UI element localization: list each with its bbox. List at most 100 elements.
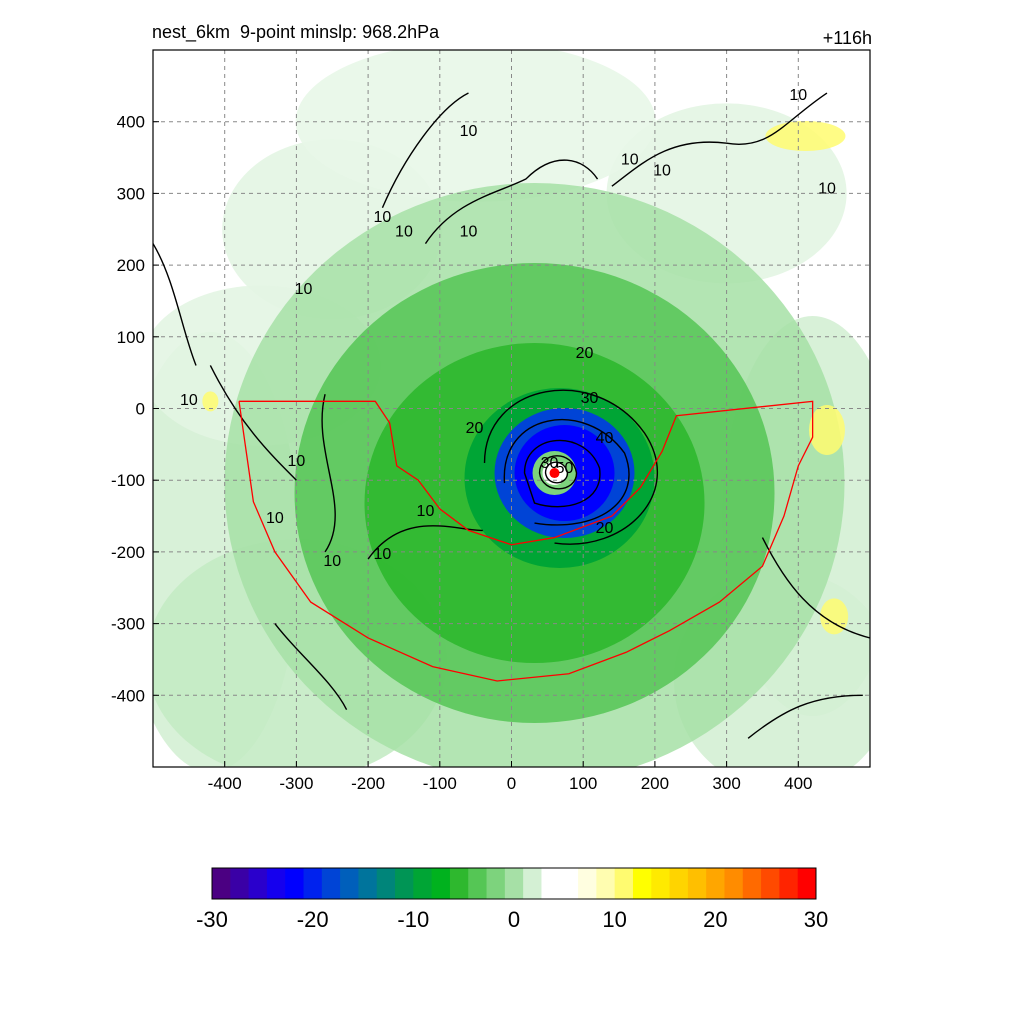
colorbar-swatch [706,868,725,899]
colorbar-swatch [669,868,689,899]
y-tick-label: 400 [117,113,145,132]
contour-line [209,365,297,481]
x-tick-label: -100 [423,774,457,793]
y-tick-label: 0 [136,400,145,419]
colorbar-swatch [376,868,396,899]
contour-line [367,525,483,560]
colorbar-swatch [340,868,359,899]
colorbar-swatch [449,868,469,899]
colorbar-border [211,867,817,900]
contour-line [503,418,630,526]
colorbar-swatch [614,868,634,899]
colorbar-swatch [761,868,780,899]
contour-label: 10 [789,87,807,104]
contour-line [153,243,197,366]
y-tick-label: -100 [111,471,145,490]
contour-label: 50 [556,460,574,477]
contour-line [483,389,658,545]
colorbar-tick-label: 0 [508,907,520,932]
colorbar-swatch [303,868,323,899]
y-tick-label: 300 [117,184,145,203]
contour-label: 10 [180,392,198,409]
y-tick-label: -200 [111,543,145,562]
contour-line [424,159,599,244]
contour-label: 10 [266,510,284,527]
contour-label: 10 [818,180,836,197]
positive-patch [820,598,849,635]
contour-label: 10 [621,152,639,169]
contour-line [611,92,828,187]
colorbar-swatch [742,868,762,899]
y-tick-labels: 400 300 200 100 0 -100 -200 -300 -400 [111,113,159,705]
colorbar-swatch [266,868,286,899]
colorbar-tick-label: 30 [804,907,828,932]
y-tick-label: -300 [111,615,145,634]
colorbar-swatch [632,868,652,899]
colorbar-tick-label: -30 [196,907,228,932]
colorbar-swatch [504,868,524,899]
contour-label: 10 [374,546,392,563]
x-tick-label: -400 [208,774,242,793]
colorbar-swatch [486,868,506,899]
contour-line [321,393,336,553]
contour-line [381,92,469,209]
contour-label: 20 [466,420,484,437]
y-tick-label: -400 [111,686,145,705]
colorbar-swatch [779,868,799,899]
colorbar-swatch [468,868,488,899]
colorbar-swatch [321,868,341,899]
colorbar-swatch [724,868,744,899]
region-outline [238,400,814,682]
contour-line [274,623,348,710]
contour-label: 10 [295,281,313,298]
colorbar-swatch [578,868,597,899]
contour-label: 40 [596,430,614,447]
contour-label: 30 [581,390,599,407]
region-outline-path [238,400,814,682]
contour-label: 10 [323,553,341,570]
colorbar-swatch [541,868,561,899]
colorbar-tick-label: 10 [602,907,626,932]
contour-line [538,455,578,490]
storm-center-marker [549,468,560,479]
colorbar-swatch [651,868,671,899]
x-tick-label: -200 [351,774,385,793]
contour-line [747,694,863,739]
colorbar-swatch [559,868,579,899]
x-tick-labels: -400 -300 -200 -100 0 100 200 300 400 [208,761,812,793]
contour-label: 30 [541,455,559,472]
contour-label: 10 [460,223,478,240]
contour-label: 10 [653,162,671,179]
colorbar-tick-label: -10 [397,907,429,932]
colorbar-swatch [413,868,433,899]
colorbar-swatch [523,868,542,899]
colorbar-swatch [248,868,268,899]
field-patch [295,50,656,202]
colorbar-swatch [797,868,817,899]
contour-label: 20 [576,345,594,362]
contour-label: 20 [596,520,614,537]
contour-label: 10 [374,209,392,226]
contour-label: 10 [288,453,306,470]
colorbar-swatch [358,868,378,899]
positive-patch [202,391,219,412]
x-tick-label: 200 [641,774,669,793]
contour-line [544,461,569,484]
colorbar-swatch [431,868,451,899]
colorbar-tick-label: -20 [297,907,329,932]
x-tick-label: 0 [507,774,516,793]
x-tick-label: 400 [784,774,812,793]
contour-label: 10 [395,223,413,240]
colorbar-swatch [687,868,707,899]
x-tick-label: 300 [712,774,740,793]
contour-label: 10 [417,503,435,520]
colorbar-swatch [596,868,616,899]
colorbar: -30 -20 -10 0 10 20 30 [196,867,828,932]
positive-patch [765,121,846,152]
y-tick-label: 200 [117,256,145,275]
contour-label: 10 [460,123,478,140]
contour-line [523,439,601,508]
forecast-hour-label: +116h [822,28,872,48]
